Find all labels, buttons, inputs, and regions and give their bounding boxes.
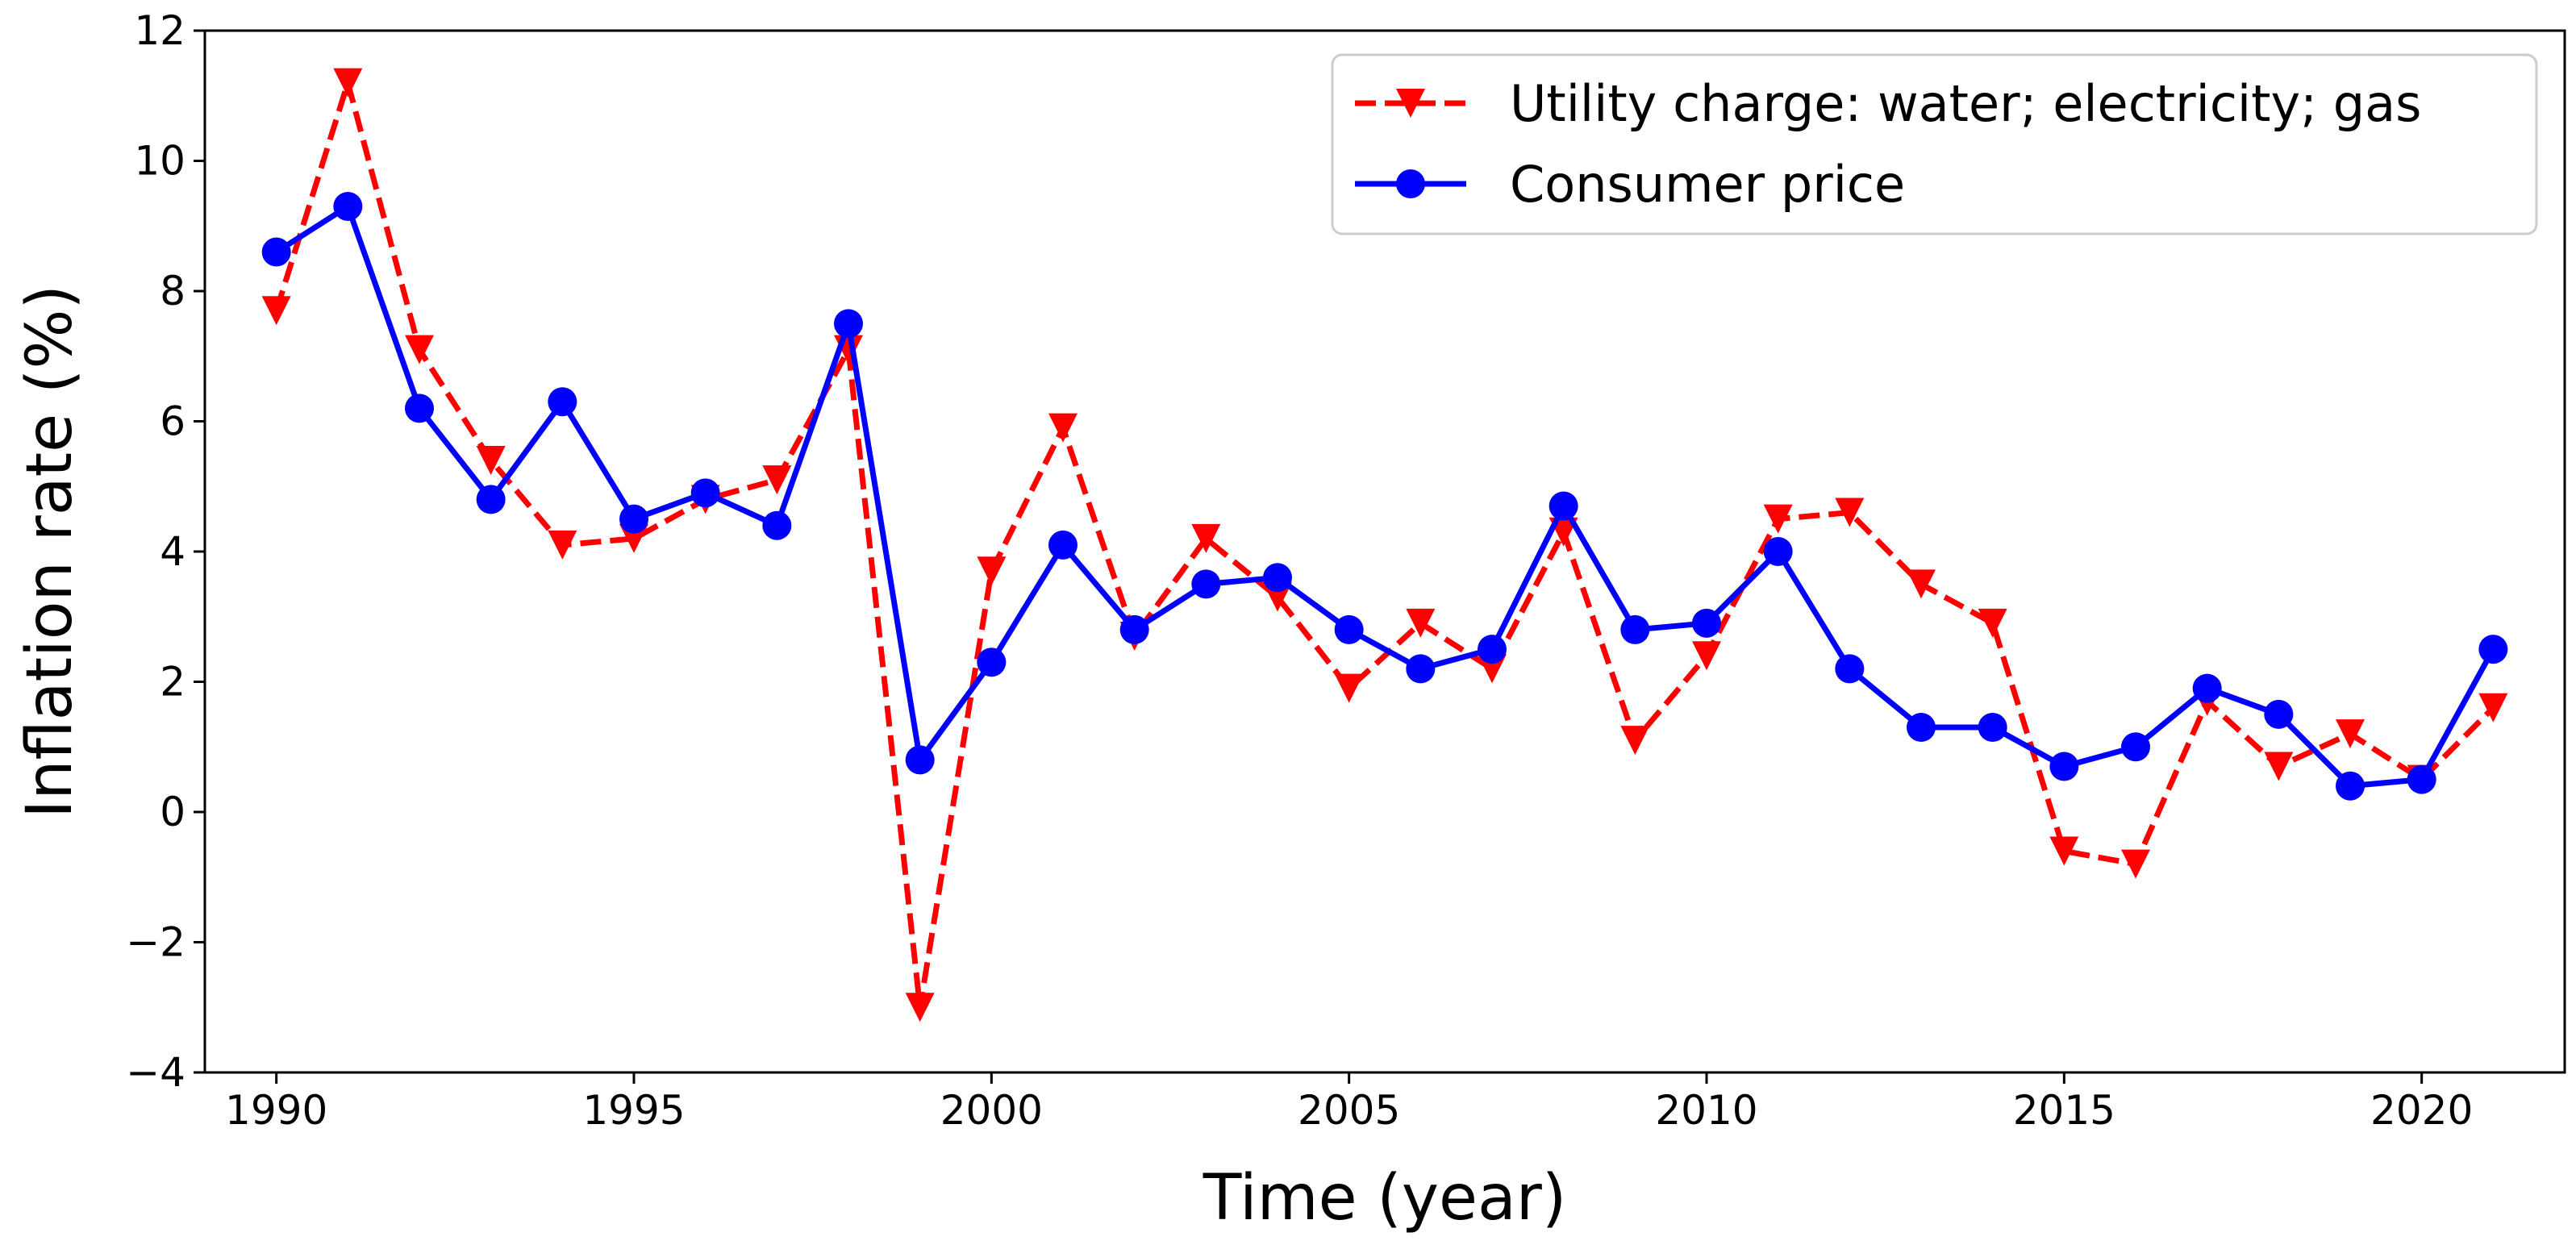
- series-2-point: [2478, 635, 2508, 664]
- legend-entry-2: Consumer price: [1355, 155, 1905, 214]
- x-tick-label: 2005: [1298, 1087, 1400, 1134]
- legend-frame: [1331, 53, 2538, 235]
- series-2-point: [1692, 608, 1721, 638]
- series-1-point: [1692, 641, 1721, 671]
- series-1-point: [905, 993, 935, 1022]
- x-tick-label: 2015: [2013, 1087, 2115, 1134]
- series-1-point: [1835, 498, 1865, 527]
- series-2-point: [1191, 569, 1221, 599]
- y-tick-label: 0: [160, 789, 185, 835]
- axes-layer: 1990 1995 2000 2005 2010 2015 2020 −4 −2 0 2 4 6 8 10 1…: [126, 7, 2566, 1134]
- series-1-point: [2121, 849, 2150, 879]
- series-2-point: [1263, 563, 1292, 593]
- series-2-point: [2336, 771, 2365, 801]
- x-tick-label: 2010: [1655, 1087, 1757, 1134]
- series-1-point: [405, 335, 434, 364]
- y-tick-label: −4: [126, 1049, 185, 1096]
- series-2-point: [1478, 635, 1507, 664]
- series-2-point: [1549, 491, 1578, 521]
- series-2-point: [1763, 537, 1793, 566]
- series-1-point: [548, 530, 577, 560]
- legend-label: Utility charge: water; electricity; gas: [1510, 74, 2421, 133]
- x-tick-label: 2000: [940, 1087, 1043, 1134]
- series-2-point: [2264, 699, 2294, 729]
- series-1-point: [1048, 413, 1078, 443]
- series-1-point: [1763, 504, 1793, 534]
- series-2-point: [762, 510, 792, 540]
- series-1-point: [1191, 523, 1221, 553]
- series-1-point: [2478, 693, 2508, 722]
- y-tick-label: 12: [134, 7, 185, 54]
- series-1-point: [1978, 608, 2007, 638]
- series-2-point: [261, 237, 291, 267]
- series-2-point: [1048, 530, 1078, 560]
- series-2-point: [333, 192, 363, 222]
- series-2-point: [548, 387, 577, 417]
- series-2-point: [619, 504, 648, 534]
- x-tick-label: 1995: [582, 1087, 685, 1134]
- y-axis-label: Inflation rate (%): [14, 285, 86, 818]
- x-axis-label: Time (year): [1203, 1162, 1567, 1235]
- series-1-point: [1907, 569, 1936, 599]
- series-1-point: [333, 68, 363, 98]
- legend-marker: [1396, 89, 1425, 118]
- series-2-point: [1835, 654, 1865, 684]
- y-tick-label: 2: [160, 659, 185, 706]
- x-tick-label: 1990: [225, 1087, 327, 1134]
- series-2-point: [690, 478, 720, 508]
- series-1-point: [977, 556, 1007, 586]
- series-2-point: [1978, 713, 2007, 743]
- series-2-point: [476, 485, 506, 514]
- series-2-point: [2121, 732, 2150, 762]
- y-tick-label: −2: [126, 919, 185, 966]
- series-2-point: [1119, 614, 1149, 644]
- series-2-point: [905, 745, 935, 775]
- series-2-point: [1334, 614, 1364, 644]
- legend-label: Consumer price: [1510, 155, 1905, 214]
- series-2-point: [834, 309, 863, 339]
- y-tick-label: 4: [160, 528, 185, 575]
- series-layer: [261, 68, 2508, 1022]
- legend-marker: [1396, 169, 1425, 198]
- legend-entry-1: Utility charge: water; electricity; gas: [1355, 74, 2421, 133]
- series-1-point: [1334, 673, 1364, 703]
- series-1-point: [2264, 752, 2294, 781]
- series-2-point: [1907, 713, 1936, 743]
- series-2-point: [405, 393, 434, 423]
- legend: Utility charge: water; electricity; gas C…: [1331, 53, 2538, 235]
- series-1-point: [2336, 719, 2365, 749]
- y-tick-label: 6: [160, 398, 185, 445]
- series-2: [261, 192, 2508, 801]
- x-tick-label: 2020: [2370, 1087, 2473, 1134]
- series-1-point: [1620, 726, 1650, 756]
- series-2-point: [2407, 764, 2436, 794]
- series-2-point: [1406, 654, 1436, 684]
- series-2-point: [1620, 614, 1650, 644]
- series-1-point: [476, 445, 506, 475]
- series-1-line: [273, 80, 2495, 1010]
- series-2-point: [977, 647, 1007, 677]
- series-1-point: [1406, 608, 1436, 638]
- y-tick-label: 10: [134, 138, 185, 185]
- series-1-point: [261, 296, 291, 326]
- series-2-point: [2192, 673, 2222, 703]
- y-tick-label: 8: [160, 268, 185, 314]
- series-1-point: [2049, 836, 2079, 866]
- series-2-point: [2049, 752, 2079, 781]
- series-1: [261, 68, 2508, 1022]
- series-1-point: [762, 465, 792, 495]
